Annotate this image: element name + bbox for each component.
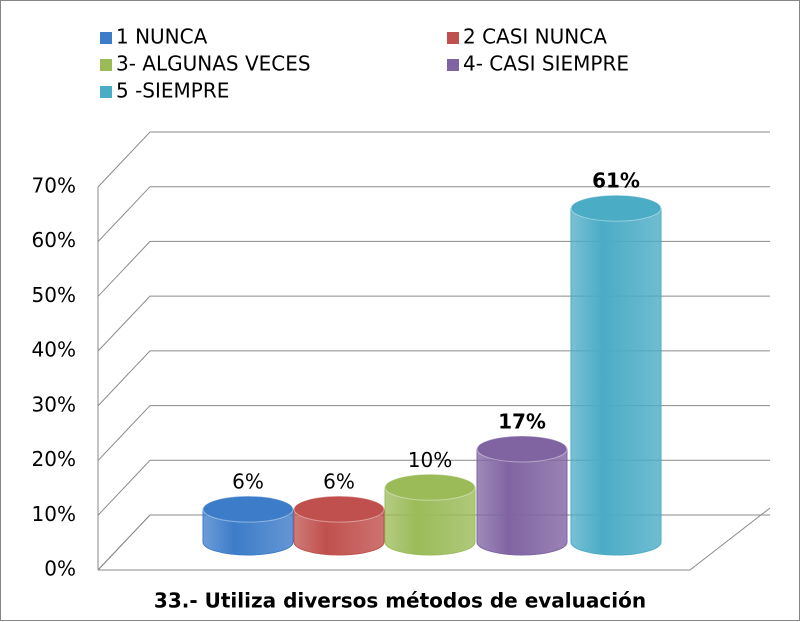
chart-title: 33.- Utiliza diversos métodos de evaluac… bbox=[154, 589, 646, 613]
y-tick-label: 20% bbox=[32, 447, 76, 471]
y-tick-label: 60% bbox=[32, 228, 76, 252]
y-tick-label: 40% bbox=[32, 338, 76, 362]
bar bbox=[293, 508, 385, 556]
legend-swatch bbox=[100, 32, 112, 44]
bar bbox=[384, 486, 476, 556]
legend-label: 3- ALGUNAS VECES bbox=[116, 52, 311, 76]
data-label: 17% bbox=[498, 409, 546, 433]
data-label: 6% bbox=[323, 470, 355, 494]
data-label: 10% bbox=[408, 448, 452, 472]
grid-line bbox=[97, 295, 770, 352]
legend-label: 5 -SIEMPRE bbox=[116, 79, 229, 103]
bar bbox=[202, 508, 294, 556]
legend-label: 2 CASI NUNCA bbox=[463, 25, 607, 49]
bar bbox=[570, 207, 662, 556]
bar-top bbox=[202, 495, 294, 523]
y-tick-label: 70% bbox=[32, 174, 76, 198]
y-tick-label: 0% bbox=[44, 557, 76, 581]
data-label: 6% bbox=[232, 470, 264, 494]
bar-top bbox=[384, 473, 476, 501]
legend-label: 1 NUNCA bbox=[116, 25, 208, 49]
bar-top bbox=[293, 495, 385, 523]
data-label: 61% bbox=[592, 169, 640, 193]
y-tick-label: 50% bbox=[32, 283, 76, 307]
y-tick-label: 30% bbox=[32, 392, 76, 416]
grid-line bbox=[97, 131, 770, 188]
y-tick-label: 10% bbox=[32, 502, 76, 526]
grid-line bbox=[97, 405, 770, 461]
bar bbox=[476, 448, 568, 556]
legend-swatch bbox=[447, 32, 459, 44]
grid-line bbox=[97, 350, 770, 407]
bar-top bbox=[476, 435, 568, 463]
legend-swatch bbox=[100, 59, 112, 71]
legend-swatch bbox=[447, 59, 459, 71]
grid-line bbox=[97, 240, 770, 297]
grid-line bbox=[97, 186, 770, 243]
bar-top bbox=[570, 194, 662, 222]
legend-swatch bbox=[100, 86, 112, 98]
legend-label: 4- CASI SIEMPRE bbox=[463, 52, 629, 76]
